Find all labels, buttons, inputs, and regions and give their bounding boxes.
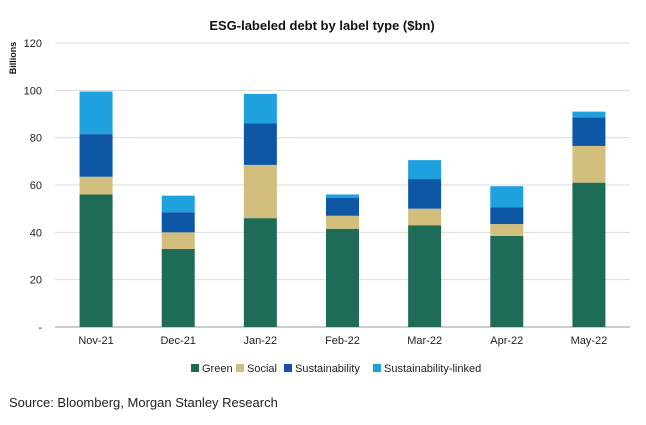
x-tick-label: Dec-21 — [160, 335, 195, 347]
y-axis-ticks: - 20 40 60 80 100 120 — [24, 38, 43, 334]
bar-sustainability-linked-may-22 — [572, 111, 606, 118]
bar-sustainability-linked-jan-22 — [243, 93, 277, 124]
bar-sustainability-feb-22 — [326, 198, 359, 216]
bar-green-feb-22 — [326, 228, 359, 327]
y-axis-label: Billions — [8, 42, 18, 75]
bar-green-jan-22 — [243, 218, 277, 327]
x-tick-label: Apr-22 — [490, 335, 523, 347]
legend-swatch-social — [236, 364, 244, 372]
legend-label-sustainability-linked: Sustainability-linked — [384, 363, 481, 375]
x-tick-label: Feb-22 — [325, 335, 360, 347]
bar-social-mar-22 — [408, 208, 442, 226]
bar-sustainability-mar-22 — [408, 179, 442, 209]
x-tick-label: May-22 — [571, 335, 608, 347]
bars — [79, 91, 606, 327]
bar-sustainability-linked-mar-22 — [408, 160, 442, 180]
bar-green-mar-22 — [408, 225, 442, 327]
bar-sustainability-dec-21 — [161, 212, 195, 233]
legend-label-green: Green — [202, 363, 233, 375]
bar-green-may-22 — [572, 182, 606, 327]
y-tick-label: 120 — [24, 38, 42, 50]
bar-social-dec-21 — [161, 232, 195, 249]
y-tick-label: 60 — [30, 180, 42, 192]
legend: Green Social Sustainability Sustainability-… — [191, 363, 481, 375]
bar-sustainability-nov-21 — [79, 134, 113, 177]
bar-sustainability-linked-apr-22 — [490, 186, 524, 208]
y-tick-label: 20 — [30, 275, 42, 287]
legend-swatch-sustainability — [284, 364, 292, 372]
bar-social-nov-21 — [79, 176, 113, 195]
bar-social-jan-22 — [243, 164, 277, 219]
bar-sustainability-linked-nov-21 — [79, 91, 113, 135]
x-tick-label: Jan-22 — [244, 335, 278, 347]
y-tick-label: 80 — [30, 133, 42, 145]
bar-sustainability-jan-22 — [243, 123, 277, 165]
bar-sustainability-may-22 — [572, 117, 606, 146]
y-tick-label: 40 — [30, 227, 42, 239]
source-note: Source: Bloomberg, Morgan Stanley Resear… — [9, 395, 278, 410]
bar-social-apr-22 — [490, 224, 524, 236]
x-tick-label: Nov-21 — [78, 335, 113, 347]
legend-label-sustainability: Sustainability — [295, 363, 360, 375]
y-tick-label: - — [38, 322, 42, 334]
bar-sustainability-apr-22 — [490, 207, 524, 225]
legend-label-social: Social — [247, 363, 277, 375]
bar-social-feb-22 — [326, 215, 359, 229]
bar-green-nov-21 — [79, 194, 113, 327]
x-tick-label: Mar-22 — [407, 335, 442, 347]
bar-sustainability-linked-dec-21 — [161, 195, 195, 213]
bar-green-dec-21 — [161, 248, 195, 327]
bar-social-may-22 — [572, 145, 606, 183]
x-axis-ticks: Nov-21 Dec-21 Jan-22 Feb-22 Mar-22 Apr-22 May-… — [78, 335, 607, 347]
legend-swatch-sustainability-linked — [373, 364, 381, 372]
stacked-bar-chart: ESG-labeled debt by label type ($bn) Bil… — [8, 18, 630, 375]
bar-green-apr-22 — [490, 235, 524, 327]
chart-title: ESG-labeled debt by label type ($bn) — [209, 18, 434, 33]
legend-swatch-green — [191, 364, 199, 372]
y-tick-label: 100 — [24, 85, 42, 97]
bar-sustainability-linked-feb-22 — [326, 194, 359, 199]
